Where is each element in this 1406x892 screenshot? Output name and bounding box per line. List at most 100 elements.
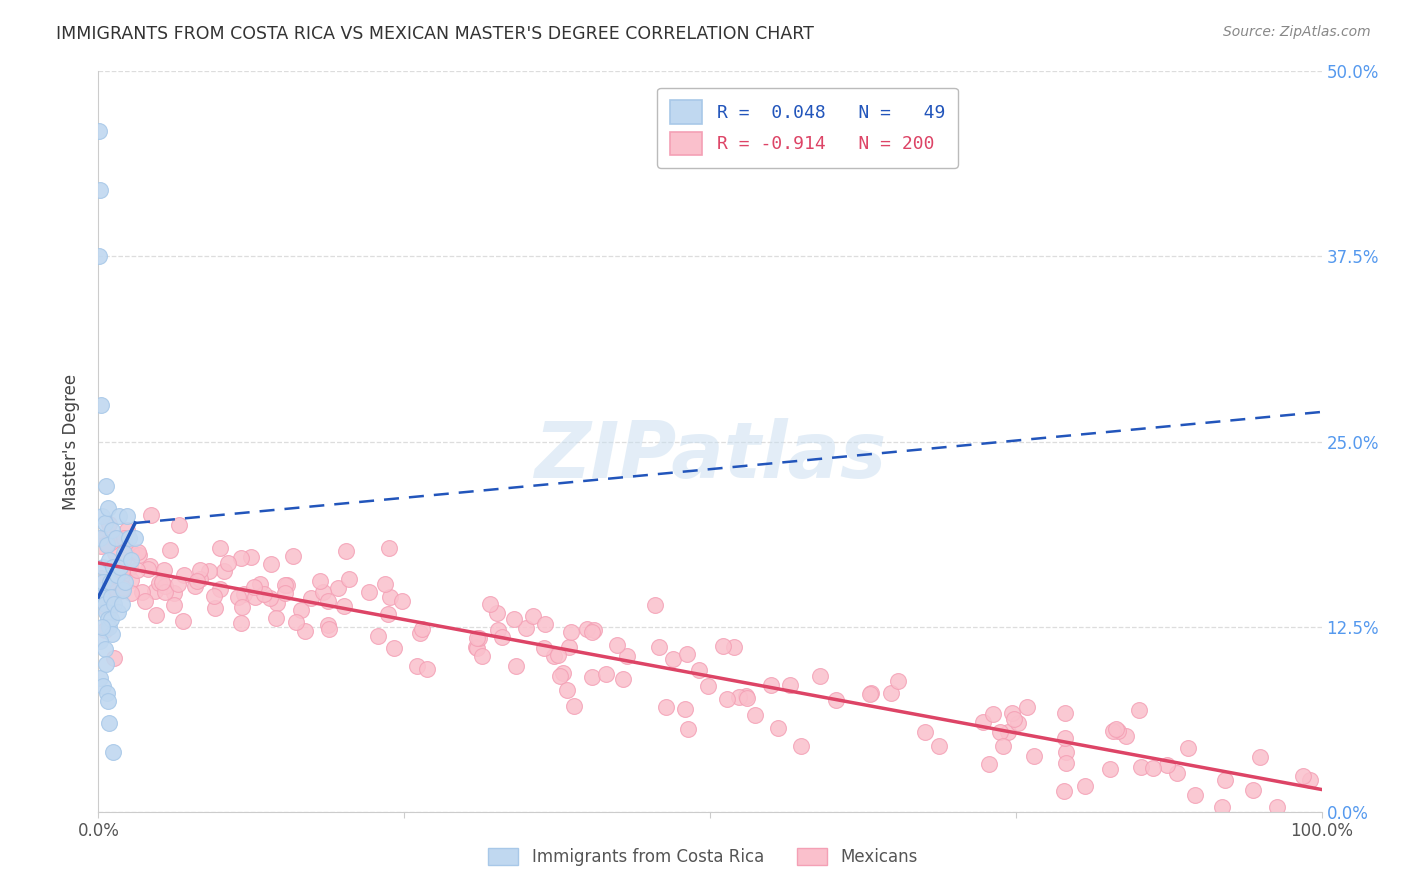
Point [1128,703,1150,717]
Point [1115,729,1137,743]
Point [547,648,569,662]
Point [97,501,120,516]
Point [166,577,188,591]
Point [110,571,132,585]
Point [97,583,120,598]
Point [309,574,332,588]
Point [647,640,669,654]
Point [696,679,718,693]
Point [576,622,599,636]
Point [790,739,813,753]
Point [105,560,128,574]
Point [374,577,396,591]
Point [89,531,111,545]
Point [411,623,433,637]
Point [184,579,207,593]
Point [655,699,678,714]
Point [465,640,488,655]
Point [332,599,354,613]
Point [111,598,134,612]
Point [367,629,389,643]
Point [391,594,413,608]
Point [105,583,128,598]
Point [1015,699,1038,714]
Point [100,612,122,626]
Point [335,543,357,558]
Point [359,584,381,599]
Point [737,691,759,706]
Point [139,559,162,574]
Point [1156,757,1178,772]
Point [103,598,125,612]
Point [711,639,734,653]
Point [253,587,276,601]
Point [979,756,1001,771]
Point [209,541,232,555]
Point [824,693,846,707]
Point [558,640,581,655]
Point [127,545,149,559]
Point [503,612,526,626]
Point [117,523,139,537]
Point [534,617,557,632]
Point [409,626,432,640]
Point [276,578,298,592]
Point [468,632,491,646]
Point [1211,800,1233,814]
Point [232,587,254,601]
Point [644,599,666,613]
Point [880,686,903,700]
Point [145,607,167,622]
Point [859,688,882,702]
Point [1024,749,1046,764]
Point [581,670,603,684]
Point [103,651,125,665]
Point [595,666,617,681]
Legend: R =  0.048   N =   49, R = -0.914   N = 200: R = 0.048 N = 49, R = -0.914 N = 200 [657,87,957,168]
Point [186,574,208,588]
Point [163,598,186,612]
Point [89,183,111,197]
Point [1213,773,1236,788]
Point [101,560,124,574]
Point [997,724,1019,739]
Point [557,683,579,698]
Point [675,647,697,661]
Point [243,591,266,605]
Point [1241,783,1264,797]
Point [859,685,882,699]
Point [716,691,738,706]
Point [382,641,405,656]
Text: IMMIGRANTS FROM COSTA RICA VS MEXICAN MASTER'S DEGREE CORRELATION CHART: IMMIGRANTS FROM COSTA RICA VS MEXICAN MA… [56,25,814,43]
Point [96,538,118,552]
Point [141,508,163,522]
Point [153,564,176,578]
Point [243,580,266,594]
Point [96,536,118,550]
Point [522,608,544,623]
Point [337,572,360,586]
Point [125,563,148,577]
Point [98,715,121,730]
Point [887,673,910,688]
Point [486,607,509,621]
Point [115,508,138,523]
Point [505,658,527,673]
Point [226,590,249,604]
Point [491,630,513,644]
Point [115,541,138,555]
Point [110,584,132,599]
Point [96,686,118,700]
Point [240,549,263,564]
Point [97,694,120,708]
Point [204,601,226,615]
Point [1184,789,1206,803]
Point [94,657,117,671]
Point [673,702,696,716]
Point [1053,731,1076,745]
Point [97,612,120,626]
Legend: Immigrants from Costa Rica, Mexicans: Immigrants from Costa Rica, Mexicans [481,841,925,873]
Point [285,615,308,629]
Point [111,565,134,579]
Point [294,624,316,639]
